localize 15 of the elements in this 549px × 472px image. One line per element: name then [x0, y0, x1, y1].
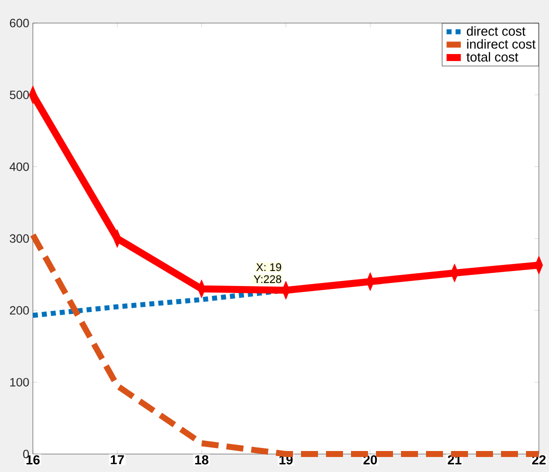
x-tick-label: 16: [26, 455, 40, 464]
x-tick-label: 18: [195, 455, 208, 464]
legend-label: direct cost: [466, 26, 526, 36]
y-tick-label: 300: [10, 234, 29, 243]
y-tick-label: 600: [10, 18, 29, 28]
legend-label: indirect cost: [467, 39, 536, 49]
y-tick-label: 500: [10, 90, 29, 100]
legend-label: total cost: [466, 52, 518, 62]
y-tick-label: 0: [23, 450, 29, 458]
x-tick-label: 17: [110, 455, 124, 464]
y-tick-label: 200: [10, 306, 29, 315]
annotation: X: 19: [256, 263, 282, 272]
y-tick-label: 400: [10, 162, 29, 171]
annotation: Y:228: [254, 275, 282, 284]
y-tick-label: 100: [10, 378, 29, 386]
